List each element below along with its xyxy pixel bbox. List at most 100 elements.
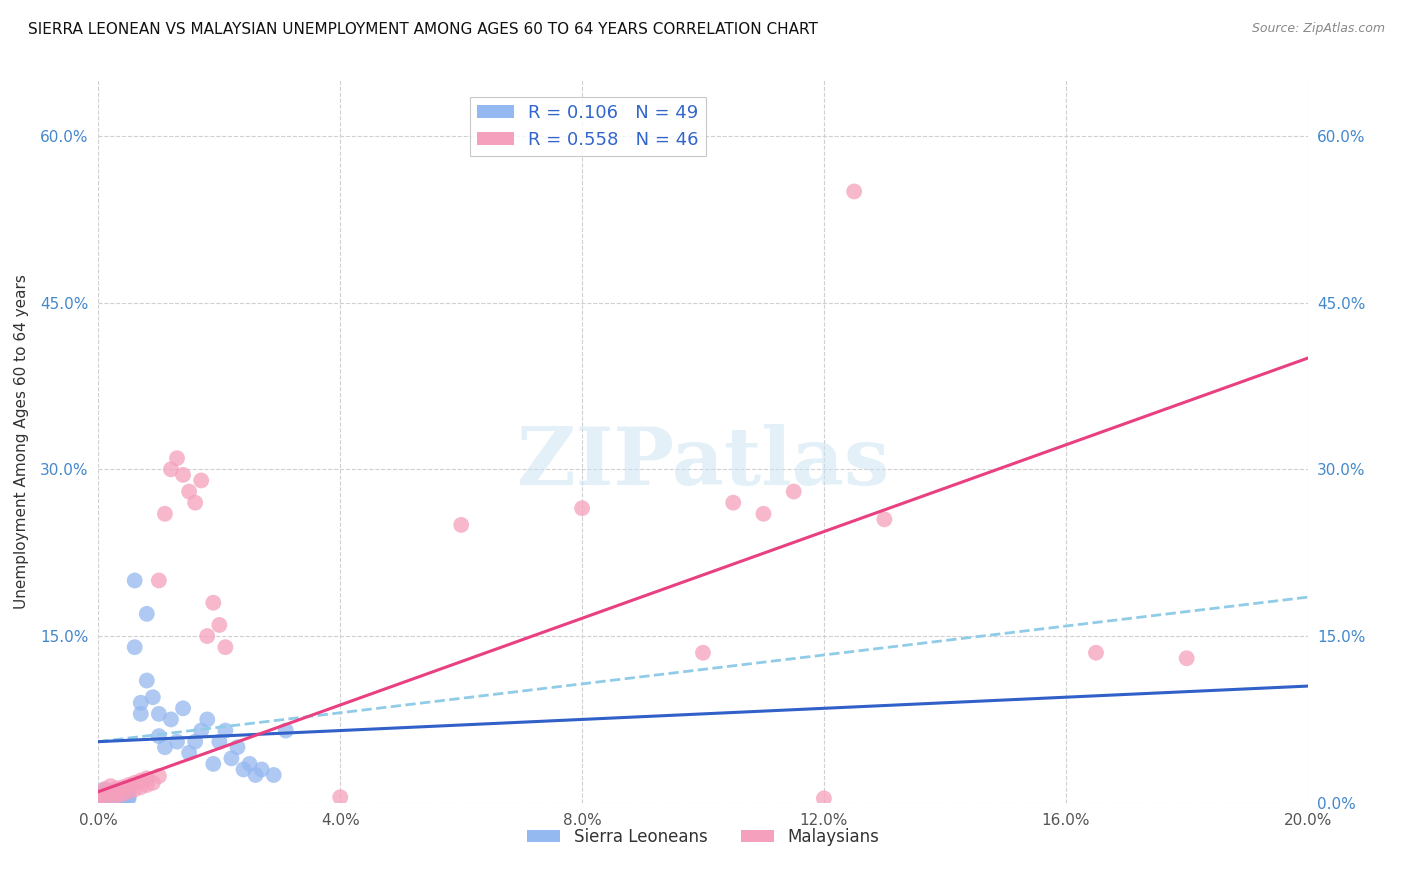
- Point: [100, 785, 122, 799]
- Point: [100, 790, 122, 805]
- Point: [111, 792, 134, 806]
- Point: [274, 723, 297, 738]
- Point: [118, 789, 141, 804]
- Point: [250, 763, 273, 777]
- Point: [100, 792, 122, 806]
- Point: [179, 484, 201, 499]
- Point: [813, 791, 835, 805]
- Point: [118, 785, 141, 799]
- Point: [129, 696, 152, 710]
- Point: [105, 789, 128, 804]
- Point: [87, 790, 110, 805]
- Point: [179, 746, 201, 760]
- Text: ZIPatlas: ZIPatlas: [517, 425, 889, 502]
- Point: [129, 706, 152, 721]
- Point: [245, 768, 267, 782]
- Text: Source: ZipAtlas.com: Source: ZipAtlas.com: [1251, 22, 1385, 36]
- Point: [692, 646, 714, 660]
- Point: [105, 783, 128, 797]
- Point: [105, 791, 128, 805]
- Point: [226, 740, 249, 755]
- Point: [202, 756, 225, 771]
- Point: [124, 782, 146, 797]
- Point: [142, 776, 165, 790]
- Point: [100, 791, 122, 805]
- Point: [105, 789, 128, 804]
- Point: [87, 791, 110, 805]
- Point: [232, 763, 254, 777]
- Y-axis label: Unemployment Among Ages 60 to 64 years: Unemployment Among Ages 60 to 64 years: [14, 274, 30, 609]
- Point: [93, 782, 115, 797]
- Point: [184, 734, 207, 748]
- Point: [118, 778, 141, 792]
- Point: [195, 713, 218, 727]
- Point: [111, 787, 134, 801]
- Point: [214, 723, 236, 738]
- Point: [1175, 651, 1198, 665]
- Point: [221, 751, 243, 765]
- Point: [723, 496, 745, 510]
- Point: [190, 474, 212, 488]
- Point: [142, 690, 165, 705]
- Point: [100, 785, 122, 799]
- Point: [100, 779, 122, 793]
- Point: [184, 496, 207, 510]
- Point: [844, 185, 866, 199]
- Point: [129, 780, 152, 795]
- Point: [93, 792, 115, 806]
- Point: [160, 462, 183, 476]
- Point: [214, 640, 236, 655]
- Point: [166, 451, 188, 466]
- Point: [124, 776, 146, 790]
- Point: [172, 467, 194, 482]
- Point: [105, 786, 128, 800]
- Point: [93, 790, 115, 805]
- Point: [111, 790, 134, 805]
- Point: [153, 740, 176, 755]
- Point: [148, 769, 170, 783]
- Point: [208, 618, 231, 632]
- Point: [135, 778, 157, 792]
- Point: [239, 756, 262, 771]
- Point: [190, 723, 212, 738]
- Point: [195, 629, 218, 643]
- Point: [160, 713, 183, 727]
- Point: [124, 574, 146, 588]
- Point: [153, 507, 176, 521]
- Point: [135, 772, 157, 786]
- Point: [111, 780, 134, 795]
- Point: [148, 574, 170, 588]
- Point: [752, 507, 775, 521]
- Text: SIERRA LEONEAN VS MALAYSIAN UNEMPLOYMENT AMONG AGES 60 TO 64 YEARS CORRELATION C: SIERRA LEONEAN VS MALAYSIAN UNEMPLOYMENT…: [28, 22, 818, 37]
- Point: [124, 640, 146, 655]
- Point: [202, 596, 225, 610]
- Point: [118, 786, 141, 800]
- Point: [1085, 646, 1108, 660]
- Point: [93, 789, 115, 804]
- Point: [93, 782, 115, 797]
- Point: [208, 734, 231, 748]
- Point: [135, 607, 157, 621]
- Point: [571, 501, 593, 516]
- Point: [100, 788, 122, 802]
- Point: [93, 786, 115, 800]
- Legend: Sierra Leoneans, Malaysians: Sierra Leoneans, Malaysians: [520, 821, 886, 852]
- Point: [105, 781, 128, 796]
- Point: [329, 790, 352, 805]
- Point: [129, 773, 152, 788]
- Point: [111, 788, 134, 802]
- Point: [93, 787, 115, 801]
- Point: [450, 517, 472, 532]
- Point: [135, 673, 157, 688]
- Point: [263, 768, 285, 782]
- Point: [100, 788, 122, 802]
- Point: [87, 787, 110, 801]
- Point: [166, 734, 188, 748]
- Point: [148, 729, 170, 743]
- Point: [783, 484, 806, 499]
- Point: [105, 787, 128, 801]
- Point: [172, 701, 194, 715]
- Point: [148, 706, 170, 721]
- Point: [118, 791, 141, 805]
- Point: [873, 512, 896, 526]
